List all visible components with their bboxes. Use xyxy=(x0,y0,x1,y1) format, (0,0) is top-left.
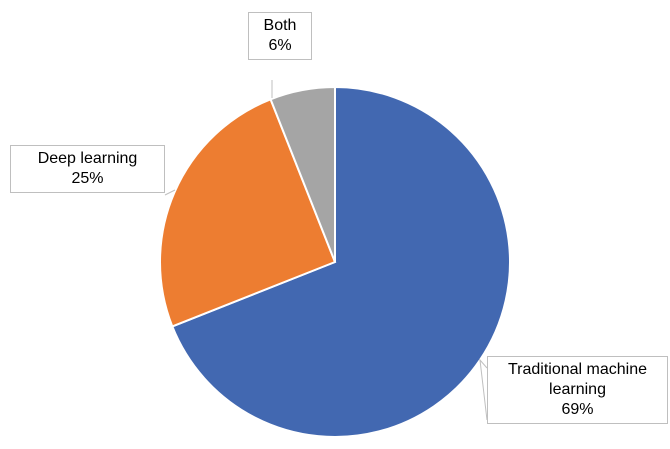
category-label: Traditional machine learning xyxy=(507,361,648,398)
value-label: 69% xyxy=(561,401,594,418)
category-label: Both xyxy=(263,17,297,34)
data-label-box: Deep learning 25% xyxy=(10,145,165,193)
pie-slice xyxy=(159,97,337,328)
data-label-box: Both 6% xyxy=(248,12,312,60)
value-label: 25% xyxy=(71,170,104,187)
pie-slice xyxy=(269,85,336,263)
category-label: Deep learning xyxy=(37,150,138,167)
leader-line xyxy=(164,189,176,196)
value-label: 6% xyxy=(268,37,292,54)
data-label-box: Traditional machine learning 69% xyxy=(487,356,668,424)
leader-line xyxy=(479,358,488,421)
